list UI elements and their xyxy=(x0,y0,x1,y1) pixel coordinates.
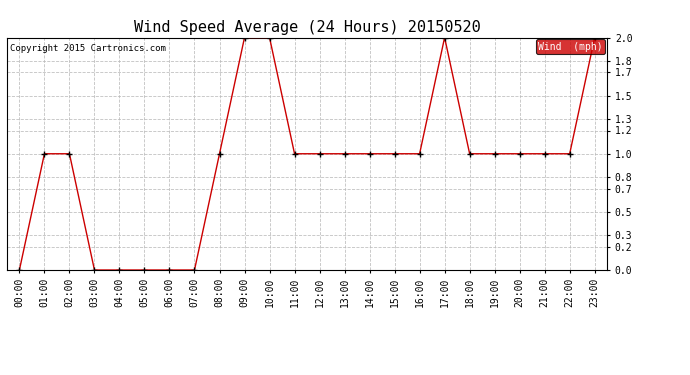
Legend: Wind  (mph): Wind (mph) xyxy=(535,39,605,54)
Text: Copyright 2015 Cartronics.com: Copyright 2015 Cartronics.com xyxy=(10,45,166,54)
Title: Wind Speed Average (24 Hours) 20150520: Wind Speed Average (24 Hours) 20150520 xyxy=(134,20,480,35)
